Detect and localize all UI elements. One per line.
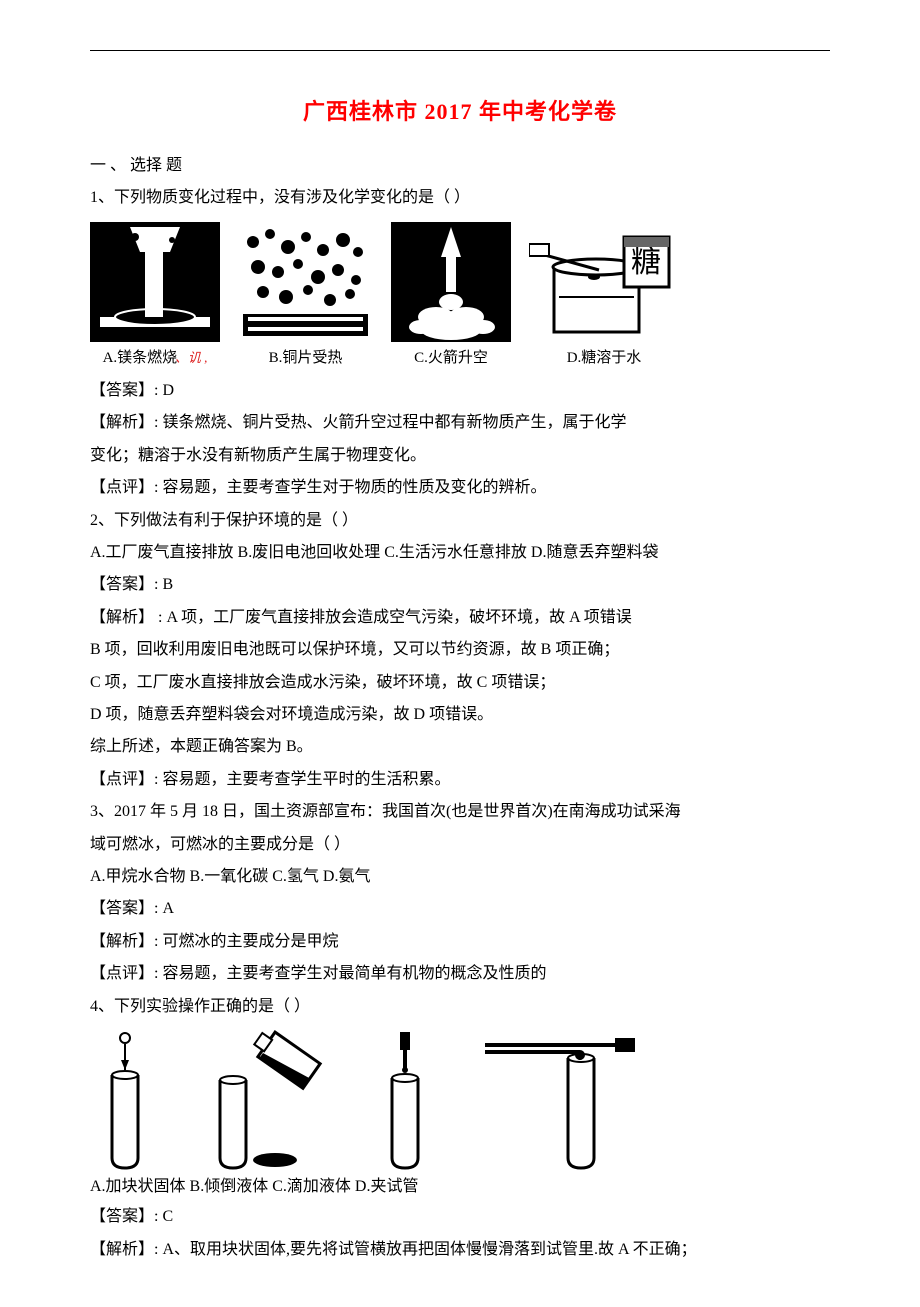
page-title: 广西桂林市 2017 年中考化学卷	[90, 91, 830, 133]
q3-stem-2: 域可燃冰，可燃冰的主要成分是（ ）	[90, 830, 830, 860]
q1-fig-d-img: 糖	[529, 222, 679, 342]
q2-l4: D 项，随意丢弃塑料袋会对环境造成污染，故 D 项错误。	[90, 700, 830, 730]
q4-fig-b	[200, 1030, 330, 1170]
q3-comment: 【点评】: 容易题，主要考查学生对最简单有机物的概念及性质的	[90, 959, 830, 989]
q4-stem: 4、下列实验操作正确的是（ ）	[90, 992, 830, 1022]
q1-cap-b: B.铜片受热	[269, 344, 343, 373]
q3-analysis: 【解析】: 可燃冰的主要成分是甲烷	[90, 927, 830, 957]
q3-stem-1: 3、2017 年 5 月 18 日，国土资源部宣布：我国首次(也是世界首次)在南…	[90, 797, 830, 827]
q1-fig-a: A.镁条燃烧 、讥 ,	[90, 222, 220, 373]
q4-fig-c-svg	[370, 1030, 440, 1170]
q1-fig-c-img	[391, 222, 511, 342]
q2-options: A.工厂废气直接排放 B.废旧电池回收处理 C.生活污水任意排放 D.随意丢弃塑…	[90, 538, 830, 568]
q3-answer: 【答案】: A	[90, 894, 830, 924]
q1-cap-c: C.火箭升空	[414, 344, 488, 373]
q1-cap-d: D.糖溶于水	[567, 344, 642, 373]
q1-stem: 1、下列物质变化过程中，没有涉及化学变化的是（ ）	[90, 183, 830, 213]
q1-answer: 【答案】: D	[90, 376, 830, 406]
q1-fig-a-img	[90, 222, 220, 342]
q4-analysis: 【解析】: A、取用块状固体,要先将试管横放再把固体慢慢滑落到试管里.故 A 不…	[90, 1235, 830, 1265]
q1-cap-a-text: A.镁条燃烧	[103, 350, 178, 366]
q2-stem: 2、下列做法有利于保护环境的是（ ）	[90, 506, 830, 536]
q1-analysis-1: 【解析】: 镁条燃烧、铜片受热、火箭升空过程中都有新物质产生，属于化学	[90, 408, 830, 438]
divider-top	[90, 50, 830, 51]
q2-answer: 【答案】: B	[90, 570, 830, 600]
q4-fig-d	[480, 1030, 640, 1170]
q1-analysis-2: 变化；糖溶于水没有新物质产生属于物理变化。	[90, 441, 830, 471]
q2-l1: 【解析】 : A 项，工厂废气直接排放会造成空气污染，破坏环境，故 A 项错误	[90, 603, 830, 633]
q1-fig-c: C.火箭升空	[391, 222, 511, 373]
q4-fig-c	[370, 1030, 440, 1170]
q1-cap-a: A.镁条燃烧 、讥 ,	[103, 344, 208, 373]
q2-l2: B 项，回收利用废旧电池既可以保护环境，又可以节约资源，故 B 项正确；	[90, 635, 830, 665]
q1-comment: 【点评】: 容易题，主要考查学生对于物质的性质及变化的辨析。	[90, 473, 830, 503]
q4-fig-a	[90, 1030, 160, 1170]
q1-fig-d: 糖 D.糖溶于水	[529, 222, 679, 373]
section-heading: 一 、 选择 题	[90, 151, 830, 181]
q4-fig-a-svg	[90, 1030, 160, 1170]
svg-text:糖: 糖	[631, 246, 661, 279]
q2-l3: C 项，工厂废水直接排放会造成水污染，破坏环境，故 C 项错误；	[90, 668, 830, 698]
q4-answer: 【答案】: C	[90, 1202, 830, 1232]
q4-fig-b-svg	[200, 1030, 330, 1170]
q4-caption-row: A.加块状固体 B.倾倒液体 C.滴加液体 D.夹试管	[90, 1172, 830, 1202]
q2-comment: 【点评】: 容易题，主要考查学生平时的生活积累。	[90, 765, 830, 795]
q1-cap-a-annot: 、讥 ,	[175, 350, 208, 365]
q4-fig-d-svg	[480, 1030, 640, 1170]
q3-options: A.甲烷水合物 B.一氧化碳 C.氢气 D.氨气	[90, 862, 830, 892]
q1-fig-b-img	[238, 222, 373, 342]
q1-fig-b: B.铜片受热	[238, 222, 373, 373]
q4-figure-row	[90, 1030, 830, 1170]
q1-figure-row: A.镁条燃烧 、讥 , B.铜片受热	[90, 222, 830, 373]
q2-l5: 综上所述，本题正确答案为 B。	[90, 732, 830, 762]
